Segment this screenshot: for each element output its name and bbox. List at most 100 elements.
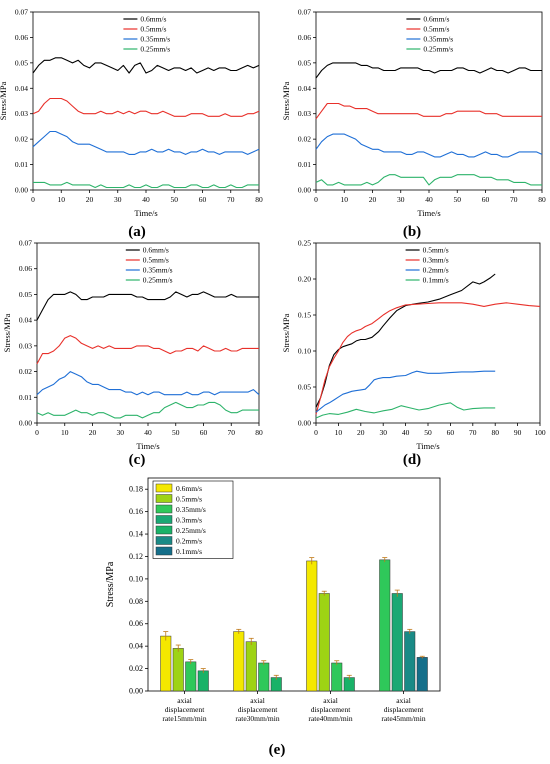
series-line [37, 372, 259, 395]
legend-label: 0.5mm/s [423, 246, 449, 255]
panel-d: 0 10 20 30 40 50 60 70 80 90 100 0.00 0.05 0.10 0.15 0.… [281, 239, 546, 452]
legend-label: 0.35mm/s [140, 35, 170, 44]
x-axis-label: Time/s [136, 441, 159, 451]
y-tick-label: 0.18 [129, 485, 143, 494]
x-axis-label: Time/s [417, 208, 440, 218]
y-tick-label: 0.00 [298, 186, 311, 195]
x-tick-label: 40 [402, 428, 410, 437]
y-tick-label: 0.10 [298, 347, 311, 356]
y-tick-label: 0.06 [298, 33, 311, 42]
x-tick-label: 40 [142, 195, 150, 204]
y-tick-label: 0.00 [129, 687, 143, 696]
legend-label: 0.2mm/s [176, 537, 202, 546]
series-line [316, 104, 542, 119]
panel-c: 0 10 20 30 40 50 60 70 80 0.00 0.01 0.02 0.03 0.04 0.0… [2, 239, 263, 452]
y-tick-label: 0.14 [129, 530, 143, 539]
group-label: displacement [238, 705, 278, 714]
x-tick-label: 50 [454, 195, 462, 204]
y-tick-label: 0.03 [19, 341, 32, 350]
series-line [316, 274, 495, 407]
group-label: displacement [165, 705, 205, 714]
x-tick-label: 70 [510, 195, 518, 204]
legend-label: 0.3mm/s [423, 256, 449, 265]
legend-label: 0.5mm/s [140, 25, 166, 34]
x-tick-label: 70 [227, 195, 235, 204]
legend-label: 0.3mm/s [176, 516, 202, 525]
bar [161, 636, 172, 691]
legend-swatch [156, 526, 172, 534]
series-line [37, 402, 259, 418]
legend-label: 0.5mm/s [423, 25, 449, 34]
legend-swatch [156, 547, 172, 555]
y-tick-label: 0.10 [129, 574, 143, 583]
panel-a: 0 10 20 30 40 50 60 70 80 0.00 0.01 0.02 0.03 0.04 0.0… [0, 8, 263, 219]
series-line [316, 403, 495, 418]
panel-label-e: (e) [269, 742, 286, 758]
x-tick-label: 40 [144, 428, 152, 437]
bar [405, 632, 416, 691]
panel-e: 0.00 0.02 0.04 0.06 0.08 0.10 0.12 0.14 0.16 0.18… [105, 478, 440, 723]
x-tick-label: 10 [341, 195, 349, 204]
legend-label: 0.25mm/s [143, 276, 173, 285]
group-label: displacement [311, 705, 351, 714]
legend-label: 0.2mm/s [423, 266, 449, 275]
x-tick-label: 30 [114, 195, 122, 204]
x-axis-label: Time/s [416, 441, 439, 451]
y-tick-label: 0.02 [298, 135, 311, 144]
y-tick-label: 0.15 [298, 311, 311, 320]
x-tick-label: 0 [314, 195, 318, 204]
x-axis-label: Time/s [134, 208, 157, 218]
x-tick-label: 0 [31, 195, 35, 204]
y-tick-label: 0.25 [298, 239, 311, 248]
y-tick-label: 0.01 [19, 393, 32, 402]
group-label: axial [177, 696, 192, 705]
x-tick-label: 50 [424, 428, 432, 437]
legend-label: 0.25mm/s [423, 45, 453, 54]
x-tick-label: 30 [379, 428, 387, 437]
series-line [37, 292, 259, 320]
series-line [33, 58, 259, 73]
x-tick-label: 70 [228, 428, 236, 437]
legend-label: 0.6mm/s [140, 15, 166, 24]
bar [380, 560, 391, 691]
x-tick-label: 20 [369, 195, 377, 204]
x-tick-label: 20 [86, 195, 94, 204]
x-tick-label: 40 [425, 195, 433, 204]
group-label: axial [323, 696, 338, 705]
y-tick-label: 0.02 [19, 367, 32, 376]
group-label: rate45mm/min [381, 714, 425, 723]
y-axis-label: Stress/MPa [105, 561, 116, 607]
series-line [37, 336, 259, 364]
legend-swatch [156, 505, 172, 513]
series-line [316, 134, 542, 157]
y-tick-label: 0.06 [19, 264, 32, 273]
y-tick-label: 0.01 [15, 160, 28, 169]
x-tick-label: 20 [89, 428, 97, 437]
bar [198, 671, 209, 691]
y-tick-label: 0.01 [298, 160, 311, 169]
legend-label: 0.5mm/s [176, 495, 202, 504]
series-line [33, 182, 259, 187]
bar [186, 662, 197, 691]
legend-label: 0.1mm/s [423, 276, 449, 285]
legend-label: 0.25mm/s [176, 526, 206, 535]
x-tick-label: 60 [447, 428, 455, 437]
x-tick-label: 100 [534, 428, 546, 437]
x-tick-label: 80 [255, 428, 263, 437]
y-tick-label: 0.04 [298, 84, 311, 93]
bar [234, 632, 245, 691]
y-tick-label: 0.03 [298, 109, 311, 118]
y-tick-label: 0.04 [15, 84, 28, 93]
y-tick-label: 0.12 [129, 552, 143, 561]
group-label: axial [250, 696, 265, 705]
y-tick-label: 0.02 [129, 664, 143, 673]
series-line [316, 175, 542, 185]
legend-swatch [156, 495, 172, 503]
y-tick-label: 0.00 [19, 419, 32, 428]
y-tick-label: 0.04 [129, 642, 143, 651]
panel-label-d: (d) [403, 452, 421, 468]
y-axis-label: Stress/MPa [281, 81, 291, 120]
x-tick-label: 60 [482, 195, 490, 204]
y-tick-label: 0.03 [15, 109, 28, 118]
y-tick-label: 0.06 [129, 619, 143, 628]
